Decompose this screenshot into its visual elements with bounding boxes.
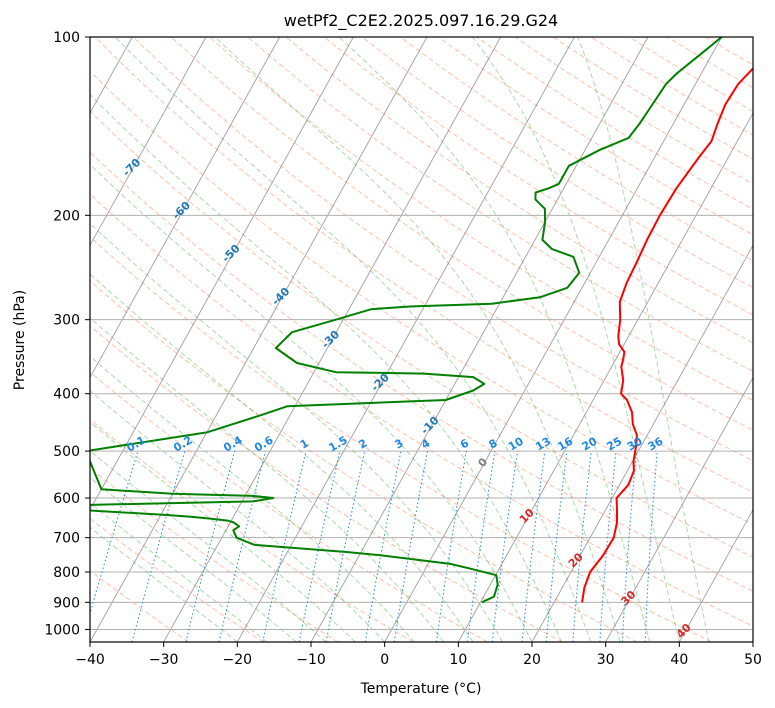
mixing-ratio-line (467, 451, 496, 642)
mixing-ratio-line (599, 451, 617, 642)
y-tick-label: 400 (53, 387, 80, 403)
x-tick-label: 10 (449, 652, 467, 668)
y-tick-label: 1000 (44, 622, 80, 638)
dry-adiabat (94, 37, 753, 493)
mixing-ratio-line (545, 451, 568, 642)
x-axis-label: Temperature (°C) (360, 681, 482, 697)
y-tick-label: 800 (53, 565, 80, 581)
dry-adiabat (285, 37, 753, 344)
temperature-profile-line (581, 66, 753, 603)
mixing-ratio-line (491, 451, 519, 642)
x-tick-label: 20 (523, 652, 541, 668)
moist-adiabat (90, 476, 297, 642)
dry-adiabat (513, 37, 753, 185)
moist-adiabat (214, 37, 621, 642)
y-axis-label: Pressure (hPa) (12, 290, 28, 390)
dry-adiabat (90, 325, 563, 642)
mixing-ratio-lines (90, 450, 658, 642)
x-axis-ticks: −40 −30 −20 −10 0 10 20 30 40 50 (75, 642, 762, 668)
y-tick-label: 200 (53, 208, 80, 224)
moist-adiabat (114, 37, 592, 642)
x-tick-label: −20 (223, 652, 253, 668)
plot-frame (89, 36, 754, 643)
y-tick-label: 100 (53, 30, 80, 46)
dry-adiabat (90, 280, 638, 642)
dry-adiabat (246, 37, 753, 372)
moist-adiabat (90, 502, 268, 642)
mixing-ratio-line (521, 451, 546, 642)
isotherm (236, 37, 575, 642)
dry-adiabat (170, 37, 753, 431)
dry-adiabat (361, 37, 753, 289)
dry-adiabat (475, 37, 753, 210)
moist-adiabat (90, 390, 386, 642)
y-axis-ticks: 100 200 300 400 500 600 700 800 900 1000 (44, 30, 90, 638)
plot-area (90, 37, 753, 642)
moist-adiabat (338, 37, 651, 642)
isotherm (90, 37, 354, 511)
x-tick-label: 0 (380, 652, 389, 668)
x-tick-label: −40 (75, 652, 105, 668)
mixing-ratio-line (298, 450, 341, 642)
isotherm (531, 244, 753, 642)
isotherm (310, 37, 649, 642)
isotherms (90, 37, 753, 642)
moist-adiabat (90, 163, 533, 642)
mixing-ratio-line (218, 450, 266, 642)
dry-adiabat (90, 151, 753, 592)
isotherm (163, 37, 502, 642)
x-tick-label: 50 (744, 652, 762, 668)
chart-title: wetPf2_C2E2.2025.097.16.29.G24 (284, 11, 558, 31)
isotherm (90, 37, 281, 379)
moist-adiabat (90, 93, 562, 642)
dry-adiabat (90, 467, 339, 642)
dry-adiabat (399, 37, 753, 262)
moist-adiabat (471, 37, 680, 642)
moist-adiabat (90, 222, 503, 642)
moist-adiabat (90, 450, 327, 642)
y-tick-label: 300 (53, 313, 80, 329)
y-tick-label: 700 (53, 531, 80, 547)
mixing-ratio-line (435, 451, 467, 642)
dry-adiabat (90, 110, 753, 558)
dry-adiabat (90, 517, 264, 642)
moist-adiabat (90, 273, 474, 642)
mixing-ratio-line (262, 450, 307, 642)
isotherm (90, 37, 207, 247)
isotherm (384, 37, 723, 642)
mixing-ratio-line (90, 450, 139, 616)
dry-adiabat (90, 236, 712, 642)
pressure-gridlines (90, 37, 753, 630)
x-tick-label: 30 (597, 652, 615, 668)
dry-adiabats (90, 37, 753, 642)
y-tick-label: 600 (53, 491, 80, 507)
moist-adiabat (90, 526, 238, 642)
dry-adiabat (90, 193, 753, 627)
isotherm (90, 37, 428, 642)
dewpoint-profile-line (90, 37, 723, 604)
moist-adiabats (90, 37, 710, 642)
isotherm (605, 376, 753, 642)
isotherm (678, 508, 753, 642)
x-tick-label: −10 (296, 652, 326, 668)
mixing-ratio-line (572, 451, 592, 642)
dry-adiabat (208, 37, 753, 402)
moist-adiabat (90, 421, 356, 642)
y-tick-label: 500 (53, 444, 80, 460)
x-tick-label: 40 (670, 652, 688, 668)
sounding-profiles (90, 37, 753, 604)
y-tick-label: 900 (53, 595, 80, 611)
moist-adiabat (577, 37, 710, 642)
x-tick-label: −30 (149, 652, 179, 668)
isotherm (457, 112, 753, 642)
